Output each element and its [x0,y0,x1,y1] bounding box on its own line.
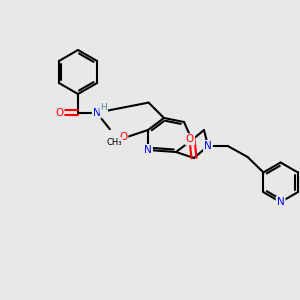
Text: O: O [55,108,63,118]
Text: CH₃: CH₃ [106,138,122,147]
Text: N: N [204,141,212,151]
Text: O: O [186,134,194,144]
Text: N: N [93,108,101,118]
Text: H: H [100,103,107,112]
Text: N: N [277,197,284,207]
Text: O: O [119,132,127,142]
Text: N: N [144,145,152,155]
